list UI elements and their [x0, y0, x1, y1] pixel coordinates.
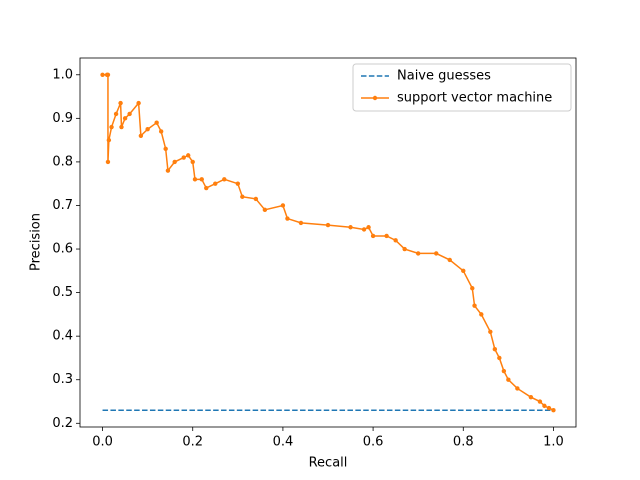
point	[298, 220, 304, 226]
point	[348, 225, 353, 230]
point	[280, 203, 286, 208]
x-axis-label: Recall	[309, 456, 348, 471]
point	[181, 155, 186, 160]
point	[402, 246, 407, 252]
point	[192, 177, 198, 182]
point	[415, 251, 421, 256]
point	[447, 257, 452, 263]
point	[370, 233, 376, 239]
point	[154, 120, 159, 125]
point	[285, 216, 290, 221]
x-tick-label: 1.0	[543, 435, 564, 450]
x-tick-label: 0.8	[453, 435, 474, 450]
plot-frame	[79, 57, 577, 428]
point	[105, 72, 111, 77]
point	[515, 386, 520, 391]
point	[113, 111, 119, 117]
y-tick-label: 1.0	[52, 67, 73, 82]
point	[325, 222, 331, 228]
point	[122, 116, 128, 121]
y-tick-label: 0.6	[52, 242, 73, 257]
x-tick-label: 0.4	[273, 435, 294, 450]
y-axis-label: Precision	[29, 213, 44, 271]
point	[393, 238, 398, 243]
point	[253, 196, 259, 202]
point	[163, 146, 168, 152]
point	[240, 194, 245, 199]
point	[488, 329, 493, 335]
y-tick-label: 0.5	[52, 285, 73, 300]
legend-marker	[372, 95, 378, 101]
point	[136, 100, 141, 106]
point	[472, 303, 477, 308]
point	[213, 181, 218, 186]
x-tick-label: 0.0	[92, 435, 113, 450]
point	[158, 129, 164, 134]
point	[461, 268, 466, 274]
x-tick-label: 0.6	[363, 435, 384, 450]
point	[119, 124, 124, 130]
point	[366, 225, 371, 230]
point	[361, 227, 367, 232]
point	[235, 181, 241, 186]
point	[470, 286, 475, 291]
point	[199, 177, 204, 182]
point	[479, 312, 484, 317]
point	[492, 347, 498, 352]
point	[118, 100, 123, 106]
point	[546, 405, 552, 411]
y-tick-label: 0.2	[52, 416, 73, 431]
point	[262, 207, 268, 213]
point	[497, 355, 502, 361]
legend-label: support vector machine	[397, 91, 552, 106]
x-tick-label: 0.2	[182, 435, 203, 450]
series-line	[102, 74, 554, 411]
point	[528, 394, 534, 400]
point	[551, 408, 556, 413]
y-tick-label: 0.9	[52, 111, 73, 126]
point	[222, 177, 227, 182]
point	[542, 403, 547, 409]
point	[145, 127, 150, 132]
point	[105, 159, 111, 165]
point	[384, 233, 389, 239]
legend-label: Naive guesses	[397, 69, 491, 84]
point	[204, 185, 209, 191]
y-tick-label: 0.4	[52, 329, 73, 344]
point	[109, 124, 114, 130]
point	[190, 159, 195, 165]
point	[165, 168, 171, 173]
y-tick-label: 0.8	[52, 154, 73, 169]
point	[100, 72, 105, 77]
legend-box	[352, 63, 572, 112]
point	[138, 133, 144, 138]
point	[434, 251, 439, 256]
y-tick-label: 0.3	[52, 372, 73, 387]
point	[127, 111, 132, 117]
point	[186, 153, 191, 158]
point	[537, 399, 543, 404]
point	[106, 137, 112, 143]
point	[172, 159, 177, 165]
point	[506, 377, 511, 382]
y-tick-label: 0.7	[52, 198, 73, 213]
point	[501, 368, 507, 374]
